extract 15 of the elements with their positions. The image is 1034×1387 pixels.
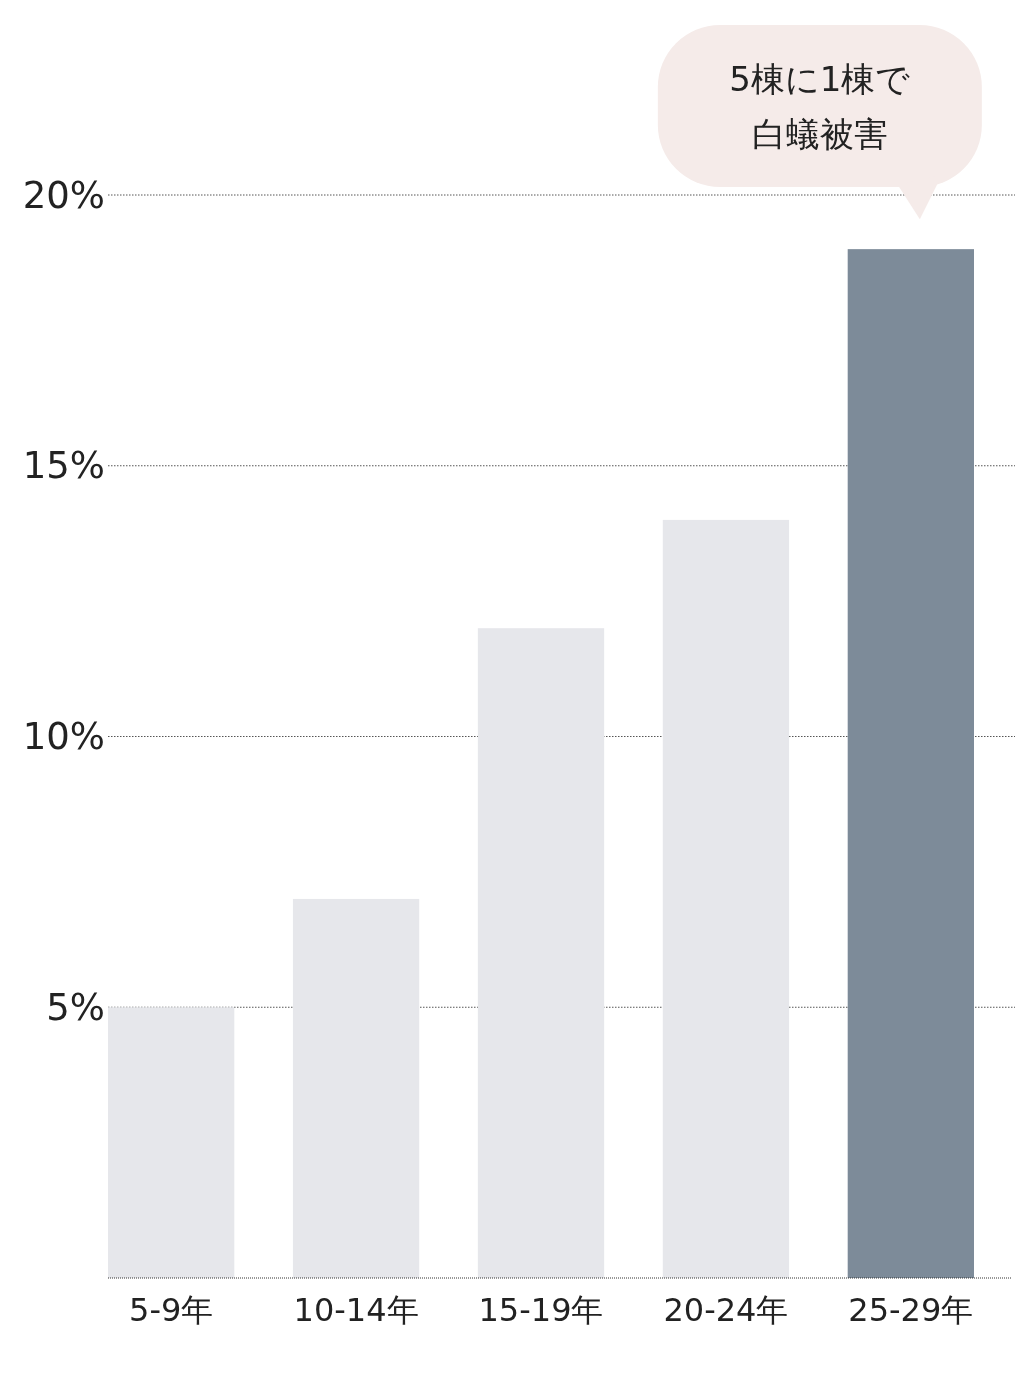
annotation: 5棟に1棟で白蟻被害 [729,58,911,154]
x-tick-label: 25-29年 [848,1291,974,1329]
bar [847,249,974,1278]
bar [477,628,605,1278]
y-tick-label: 20% [22,173,105,217]
bar [108,1007,235,1278]
y-tick-label: 10% [22,715,105,758]
bar [292,898,420,1278]
bar [662,519,790,1278]
x-tick-label: 15-19年 [478,1291,604,1329]
y-tick-label: 15% [22,444,105,488]
y-tick-label: 5% [46,985,105,1029]
x-tick-label: 5-9年 [129,1291,214,1329]
x-tick-label: 10-14年 [293,1291,419,1329]
x-tick-label: 20-24年 [663,1291,789,1329]
